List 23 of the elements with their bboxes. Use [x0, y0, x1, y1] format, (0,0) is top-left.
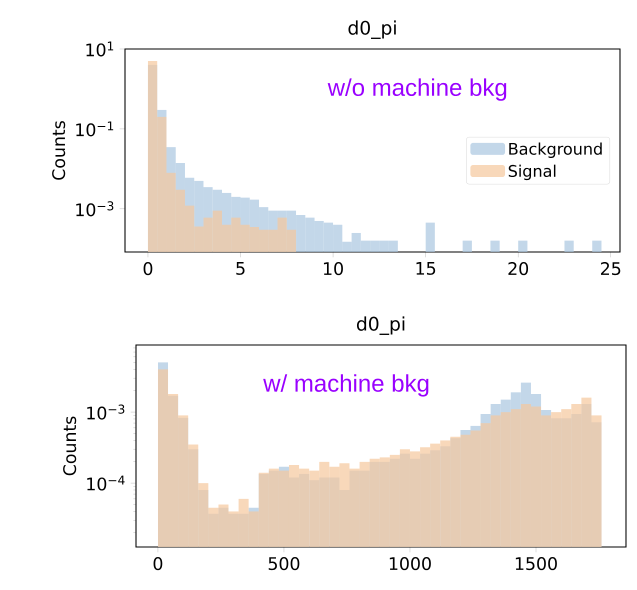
- legend-label: Background: [509, 142, 602, 158]
- annotation: w/ machine bkg: [263, 374, 428, 397]
- y-tick-label: 10$^{−4}$: [87, 476, 125, 491]
- x-tick-label: 0: [154, 557, 162, 570]
- x-tick-label: 1500: [516, 557, 557, 570]
- x-tick-label: 15: [416, 262, 436, 275]
- x-tick-label: 0: [144, 262, 152, 276]
- x-tick-label: 20: [508, 262, 528, 276]
- x-tick-label: 1000: [390, 557, 431, 570]
- y-axis-title: Counts: [52, 121, 66, 180]
- y-axis-title: Counts: [63, 416, 76, 476]
- chart-title: d0_pi: [348, 20, 396, 39]
- x-tick-label: 5: [236, 262, 245, 275]
- x-tick-label: 25: [600, 262, 620, 276]
- x-tick-label: 10: [324, 262, 343, 276]
- legend-label: Signal: [508, 164, 556, 180]
- y-tick-label: 10$^{1}$: [86, 42, 114, 56]
- y-tick-label: 10$^{−3}$: [87, 404, 124, 420]
- x-tick-label: 500: [268, 557, 300, 570]
- y-tick-label: 10$^{−3}$: [76, 201, 114, 216]
- chart-title: d0_pi: [356, 316, 404, 335]
- annotation: w/o machine bkg: [328, 78, 506, 101]
- y-tick-label: 10$^{−1}$: [76, 121, 114, 136]
